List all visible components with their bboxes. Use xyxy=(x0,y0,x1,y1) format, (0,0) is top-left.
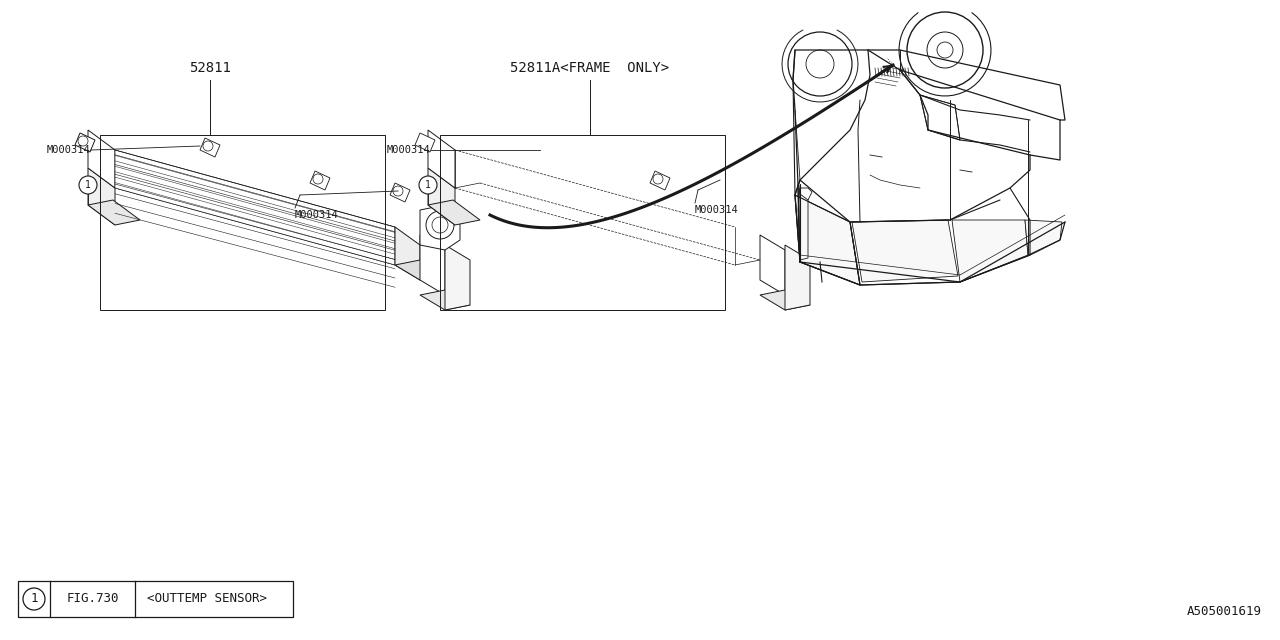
Circle shape xyxy=(314,174,323,184)
Circle shape xyxy=(204,141,212,151)
Bar xyxy=(440,135,724,310)
Circle shape xyxy=(788,32,852,96)
Polygon shape xyxy=(445,245,470,310)
Polygon shape xyxy=(415,133,435,152)
Polygon shape xyxy=(952,220,1028,282)
Circle shape xyxy=(937,42,954,58)
Polygon shape xyxy=(396,260,445,280)
Polygon shape xyxy=(420,235,445,295)
Polygon shape xyxy=(115,150,396,265)
Text: 52811: 52811 xyxy=(189,61,230,75)
Polygon shape xyxy=(420,290,470,310)
Text: M000314: M000314 xyxy=(387,145,430,155)
Circle shape xyxy=(433,217,448,233)
Circle shape xyxy=(426,211,454,239)
Polygon shape xyxy=(390,183,410,202)
Circle shape xyxy=(653,174,663,184)
Polygon shape xyxy=(76,133,95,152)
Circle shape xyxy=(78,136,88,146)
Polygon shape xyxy=(760,235,785,295)
Polygon shape xyxy=(785,245,810,310)
Text: M000314: M000314 xyxy=(46,145,90,155)
Polygon shape xyxy=(428,130,454,188)
Circle shape xyxy=(419,176,436,194)
Polygon shape xyxy=(428,200,480,225)
Polygon shape xyxy=(310,171,330,190)
Text: 52811A<FRAME  ONLY>: 52811A<FRAME ONLY> xyxy=(511,61,669,75)
Polygon shape xyxy=(920,95,960,140)
Polygon shape xyxy=(88,168,115,225)
Circle shape xyxy=(927,32,963,68)
Polygon shape xyxy=(428,168,454,225)
Text: 1: 1 xyxy=(425,180,431,190)
Polygon shape xyxy=(795,195,860,285)
Text: M000314: M000314 xyxy=(695,205,739,215)
Circle shape xyxy=(908,12,983,88)
Circle shape xyxy=(419,136,428,146)
Text: 1: 1 xyxy=(84,180,91,190)
Polygon shape xyxy=(88,130,115,188)
Text: A505001619: A505001619 xyxy=(1187,605,1262,618)
Circle shape xyxy=(79,176,97,194)
Polygon shape xyxy=(852,220,957,282)
Text: M000314: M000314 xyxy=(294,210,339,220)
Polygon shape xyxy=(800,188,812,200)
Polygon shape xyxy=(396,227,420,280)
Polygon shape xyxy=(1025,220,1062,255)
Bar xyxy=(100,135,385,310)
Polygon shape xyxy=(760,290,810,310)
Polygon shape xyxy=(200,138,220,157)
Circle shape xyxy=(806,50,835,78)
Text: 1: 1 xyxy=(31,593,37,605)
Circle shape xyxy=(393,186,403,196)
Polygon shape xyxy=(800,188,808,260)
Text: FIG.730: FIG.730 xyxy=(67,593,119,605)
Circle shape xyxy=(23,588,45,610)
Bar xyxy=(18,581,293,617)
Polygon shape xyxy=(420,205,460,250)
Polygon shape xyxy=(115,183,420,265)
Polygon shape xyxy=(650,171,669,190)
Text: <OUTTEMP SENSOR>: <OUTTEMP SENSOR> xyxy=(147,593,268,605)
Polygon shape xyxy=(88,200,140,225)
